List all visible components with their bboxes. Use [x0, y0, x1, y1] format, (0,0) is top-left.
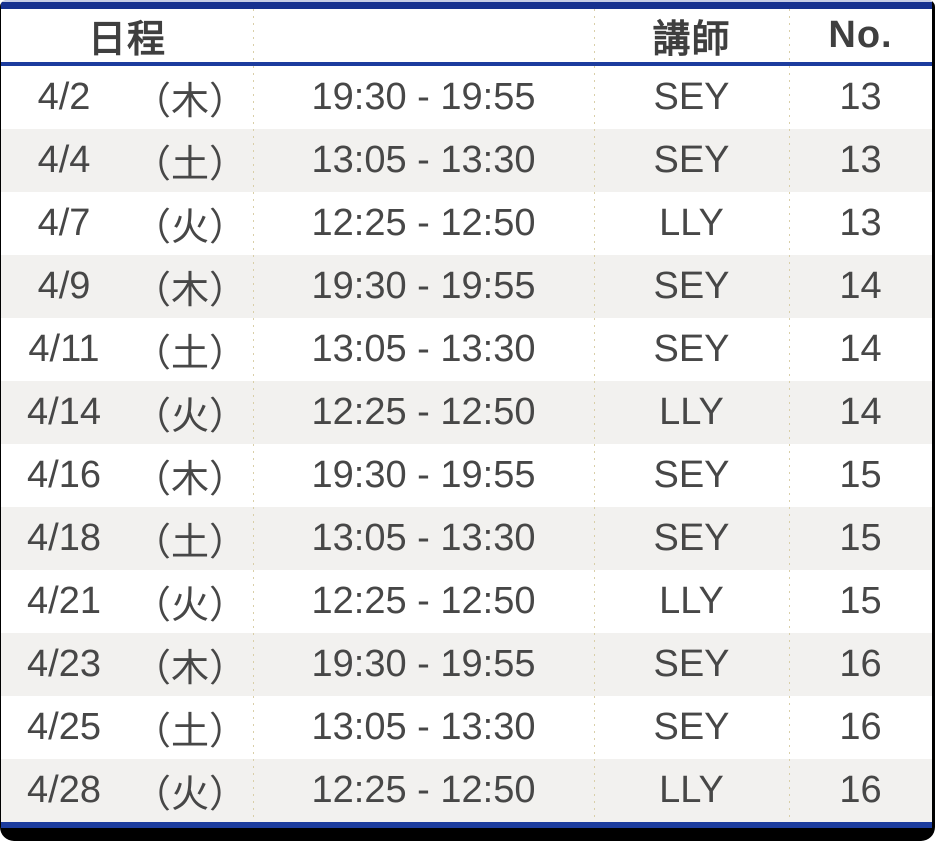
cell-instructor: LLY: [594, 381, 789, 444]
cell-time-range: 12:25 - 12:50: [253, 759, 594, 822]
cell-time-range: 13:05 - 13:30: [253, 696, 594, 759]
cell-instructor: SEY: [594, 444, 789, 507]
cell-day-of-week: （土）: [132, 333, 247, 375]
cell-date: 4/18: [27, 517, 101, 559]
cell-day-of-week: （火）: [132, 396, 247, 438]
cell-date: 4/25: [27, 706, 101, 748]
cell-instructor: LLY: [594, 570, 789, 633]
cell-date: 4/4: [37, 139, 91, 181]
cell-instructor: LLY: [594, 759, 789, 822]
cell-instructor: SEY: [594, 318, 789, 381]
cell-lesson-number: 15: [789, 444, 932, 507]
cell-time-range: 19:30 - 19:55: [253, 66, 594, 129]
cell-day-of-week: （火）: [132, 774, 247, 816]
cell-lesson-number: 16: [789, 759, 932, 822]
cell-date: 4/28: [27, 769, 101, 811]
cell-time-range: 19:30 - 19:55: [253, 633, 594, 696]
header-time: [253, 9, 594, 62]
cell-day-of-week: （土）: [132, 522, 247, 564]
cell-lesson-number: 13: [789, 129, 932, 192]
header-instructor: 講師: [594, 9, 789, 62]
cell-day-of-week: （木）: [132, 648, 247, 690]
cell-date: 4/23: [27, 643, 101, 685]
cell-time-range: 12:25 - 12:50: [253, 570, 594, 633]
cell-lesson-number: 16: [789, 696, 932, 759]
table-row: 4/23 （木） 19:30 - 19:55 SEY 16: [1, 633, 932, 696]
cell-lesson-number: 14: [789, 318, 932, 381]
table-row: 4/11 （土） 13:05 - 13:30 SEY 14: [1, 318, 932, 381]
cell-date: 4/14: [27, 391, 101, 433]
cell-date: 4/7: [37, 202, 91, 244]
top-navy-bar: [1, 2, 932, 9]
table-row: 4/4 （土） 13:05 - 13:30 SEY 13: [1, 129, 932, 192]
bottom-navy-bar: [1, 822, 932, 828]
cell-instructor: SEY: [594, 507, 789, 570]
table-row: 4/16 （木） 19:30 - 19:55 SEY 15: [1, 444, 932, 507]
cell-instructor: SEY: [594, 255, 789, 318]
cell-instructor: SEY: [594, 129, 789, 192]
cell-lesson-number: 14: [789, 255, 932, 318]
cell-instructor: SEY: [594, 66, 789, 129]
cell-time-range: 12:25 - 12:50: [253, 192, 594, 255]
header-number: No.: [789, 9, 932, 62]
cell-date: 4/9: [37, 265, 91, 307]
cell-time-range: 13:05 - 13:30: [253, 318, 594, 381]
table-row: 4/14 （火） 12:25 - 12:50 LLY 14: [1, 381, 932, 444]
cell-time-range: 19:30 - 19:55: [253, 255, 594, 318]
table-row: 4/28 （火） 12:25 - 12:50 LLY 16: [1, 759, 932, 822]
header-divider-bar: [1, 62, 932, 66]
cell-time-range: 12:25 - 12:50: [253, 381, 594, 444]
table-row: 4/18 （土） 13:05 - 13:30 SEY 15: [1, 507, 932, 570]
table-row: 4/7 （火） 12:25 - 12:50 LLY 13: [1, 192, 932, 255]
header-date: 日程: [87, 19, 166, 61]
table-row: 4/25 （土） 13:05 - 13:30 SEY 16: [1, 696, 932, 759]
cell-lesson-number: 13: [789, 66, 932, 129]
cell-lesson-number: 16: [789, 633, 932, 696]
cell-instructor: SEY: [594, 633, 789, 696]
cell-lesson-number: 13: [789, 192, 932, 255]
table-header-row: 日程 講師 No.: [1, 9, 932, 62]
cell-instructor: SEY: [594, 696, 789, 759]
cell-day-of-week: （土）: [132, 144, 247, 186]
cell-day-of-week: （木）: [132, 270, 247, 312]
table-row: 4/21 （火） 12:25 - 12:50 LLY 15: [1, 570, 932, 633]
table-row: 4/2 （木） 19:30 - 19:55 SEY 13: [1, 66, 932, 129]
cell-lesson-number: 15: [789, 570, 932, 633]
cell-time-range: 19:30 - 19:55: [253, 444, 594, 507]
table-row: 4/9 （木） 19:30 - 19:55 SEY 14: [1, 255, 932, 318]
cell-day-of-week: （火）: [132, 585, 247, 627]
top-accent-line: [1, 0, 932, 2]
cell-day-of-week: （木）: [132, 459, 247, 501]
cell-date: 4/16: [27, 454, 101, 496]
cell-date: 4/11: [28, 328, 100, 370]
cell-day-of-week: （土）: [132, 711, 247, 753]
cell-day-of-week: （木）: [132, 81, 247, 123]
cell-lesson-number: 15: [789, 507, 932, 570]
cell-instructor: LLY: [594, 192, 789, 255]
cell-date: 4/21: [27, 580, 101, 622]
table-body: 4/2 （木） 19:30 - 19:55 SEY 13 4/4 （土） 13:…: [1, 66, 932, 822]
cell-lesson-number: 14: [789, 381, 932, 444]
cell-day-of-week: （火）: [132, 207, 247, 249]
cell-time-range: 13:05 - 13:30: [253, 129, 594, 192]
cell-date: 4/2: [37, 76, 91, 118]
cell-time-range: 13:05 - 13:30: [253, 507, 594, 570]
